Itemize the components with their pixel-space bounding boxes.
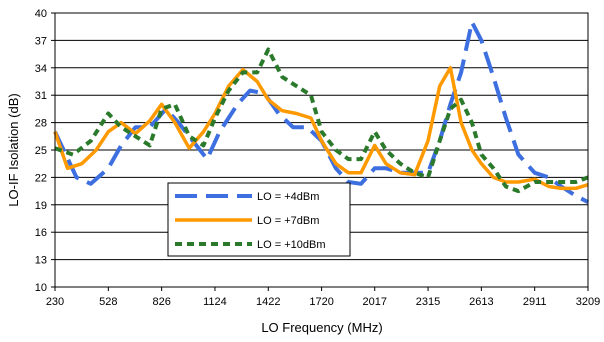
x-axis-title: LO Frequency (MHz) <box>261 320 382 335</box>
y-tick-label: 28 <box>35 118 47 130</box>
x-tick-label: 2315 <box>416 296 440 308</box>
legend: LO = +4dBm LO = +7dBm LO = +10dBm <box>167 182 351 257</box>
x-tick-label: 1422 <box>256 296 280 308</box>
x-tick-label: 230 <box>46 296 64 308</box>
x-tick-label: 2613 <box>469 296 493 308</box>
plot-series <box>53 20 589 204</box>
x-tick-label: 2911 <box>523 296 547 308</box>
y-tick-label: 25 <box>35 145 47 157</box>
x-axis-ticks: 230 528 826 1124 1422 1720 2017 2315 2613 2911 320… <box>46 287 600 308</box>
x-tick-label: 2017 <box>362 296 386 308</box>
y-tick-label: 37 <box>35 35 47 47</box>
y-tick-label: 40 <box>35 8 47 20</box>
x-tick-label: 528 <box>99 296 117 308</box>
y-axis-ticks: 10 13 16 19 22 25 28 31 34 37 40 <box>35 8 55 294</box>
series-line-2 <box>53 66 589 191</box>
y-tick-label: 19 <box>35 200 47 212</box>
y-tick-label: 22 <box>35 172 47 184</box>
legend-label-1: LO = +4dBm <box>257 191 319 203</box>
y-tick-label: 31 <box>35 90 47 102</box>
y-tick-label: 34 <box>35 63 47 75</box>
gridlines <box>55 39 588 261</box>
series-line-1 <box>53 20 589 204</box>
x-tick-label: 826 <box>152 296 170 308</box>
legend-label-2: LO = +7dBm <box>257 215 319 227</box>
plot-area-border <box>54 12 589 288</box>
legend-label-3: LO = +10dBm <box>257 239 326 251</box>
x-tick-label: 1720 <box>309 296 333 308</box>
y-axis-title: LO-IF Isolation (dB) <box>6 93 21 206</box>
y-tick-label: 10 <box>35 282 47 294</box>
y-tick-label: 13 <box>35 255 47 267</box>
series-line-3 <box>54 47 589 194</box>
x-tick-label: 1124 <box>203 296 227 308</box>
x-tick-label: 3209 <box>576 296 600 308</box>
y-tick-label: 16 <box>35 227 47 239</box>
